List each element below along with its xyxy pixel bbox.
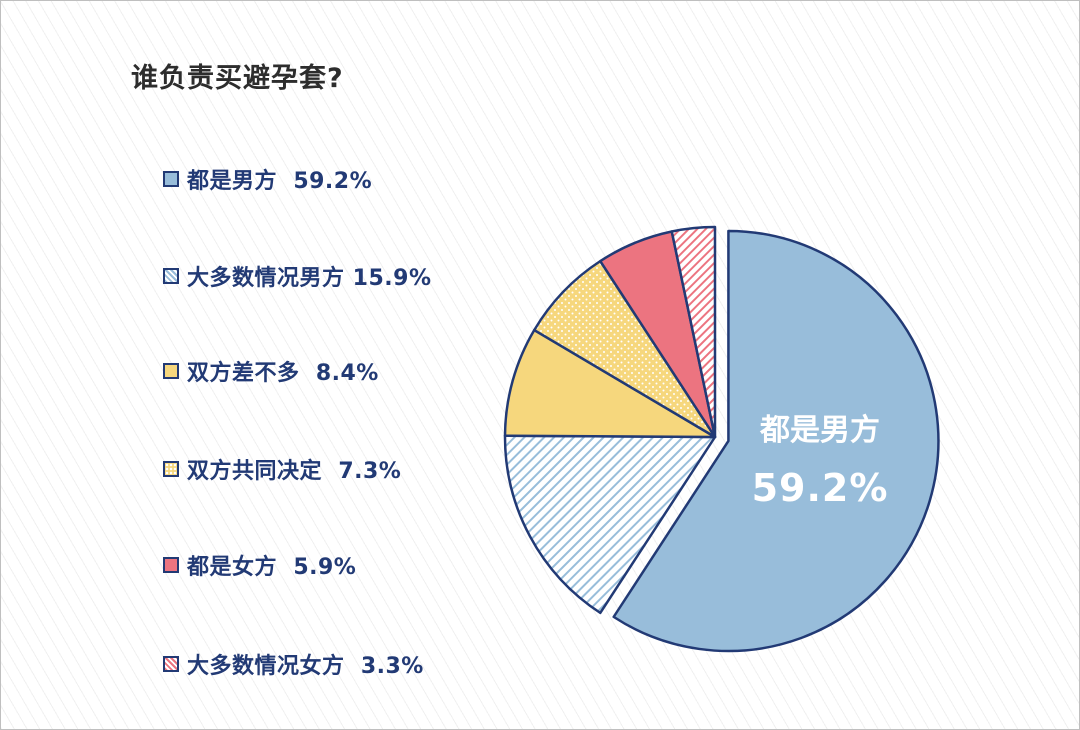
legend-item-about-equal: 双方差不多 8.4% (163, 356, 379, 386)
legend-swatch (163, 557, 179, 573)
legend-label: 都是男方 59.2% (187, 169, 373, 194)
legend-swatch (163, 171, 179, 187)
legend-item-mostly-male: 大多数情况男方 15.9% (163, 261, 431, 291)
legend-item-joint-decision: 双方共同决定 7.3% (163, 454, 401, 484)
legend-item-all-female: 都是女方 5.9% (163, 550, 356, 580)
legend-swatch (163, 461, 179, 477)
legend-swatch (163, 656, 179, 672)
legend-swatch (163, 363, 179, 379)
legend-swatch (163, 268, 179, 284)
legend-label: 大多数情况女方 3.3% (187, 654, 424, 679)
legend-label: 大多数情况男方 15.9% (187, 266, 432, 291)
legend-label: 都是女方 5.9% (187, 555, 357, 580)
chart-title: 谁负责买避孕套? (131, 63, 344, 94)
pie-slice-2 (503, 328, 717, 439)
pie-slice-1 (503, 434, 717, 615)
legend-item-all-male: 都是男方 59.2% (163, 164, 372, 194)
legend-label: 双方差不多 8.4% (187, 361, 379, 386)
legend-label: 双方共同决定 7.3% (187, 459, 402, 484)
pie-slice-5 (670, 225, 717, 439)
slice-label-name: 都是男方 (760, 413, 880, 448)
slice-label-value: 59.2% (751, 466, 889, 510)
pie-slice-0 (612, 229, 940, 653)
legend-item-mostly-female: 大多数情况女方 3.3% (163, 649, 424, 679)
